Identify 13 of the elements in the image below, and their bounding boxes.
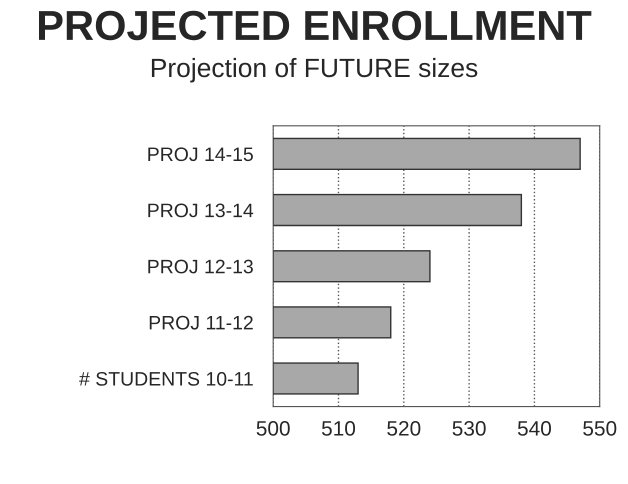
y-tick-label: PROJ 12-13	[148, 260, 253, 274]
y-tick-label: PROJ 14-15	[148, 147, 253, 162]
x-tick-label: 530	[452, 421, 486, 436]
y-tick-label: # STUDENTS 10-11	[79, 372, 253, 386]
chart-subtitle: Projection of FUTURE sizes	[152, 58, 478, 82]
y-tick-label: PROJ 11-12	[150, 316, 253, 330]
x-tick-label: 520	[387, 421, 420, 436]
chart-title: PROJECTED ENROLLMENT	[38, 10, 592, 40]
x-tick-label: 500	[256, 421, 290, 436]
x-tick-label: 540	[518, 421, 551, 436]
x-tick-label: 550	[583, 421, 616, 436]
x-tick-label: 510	[322, 421, 356, 436]
y-tick-label: PROJ 13-14	[148, 204, 254, 218]
